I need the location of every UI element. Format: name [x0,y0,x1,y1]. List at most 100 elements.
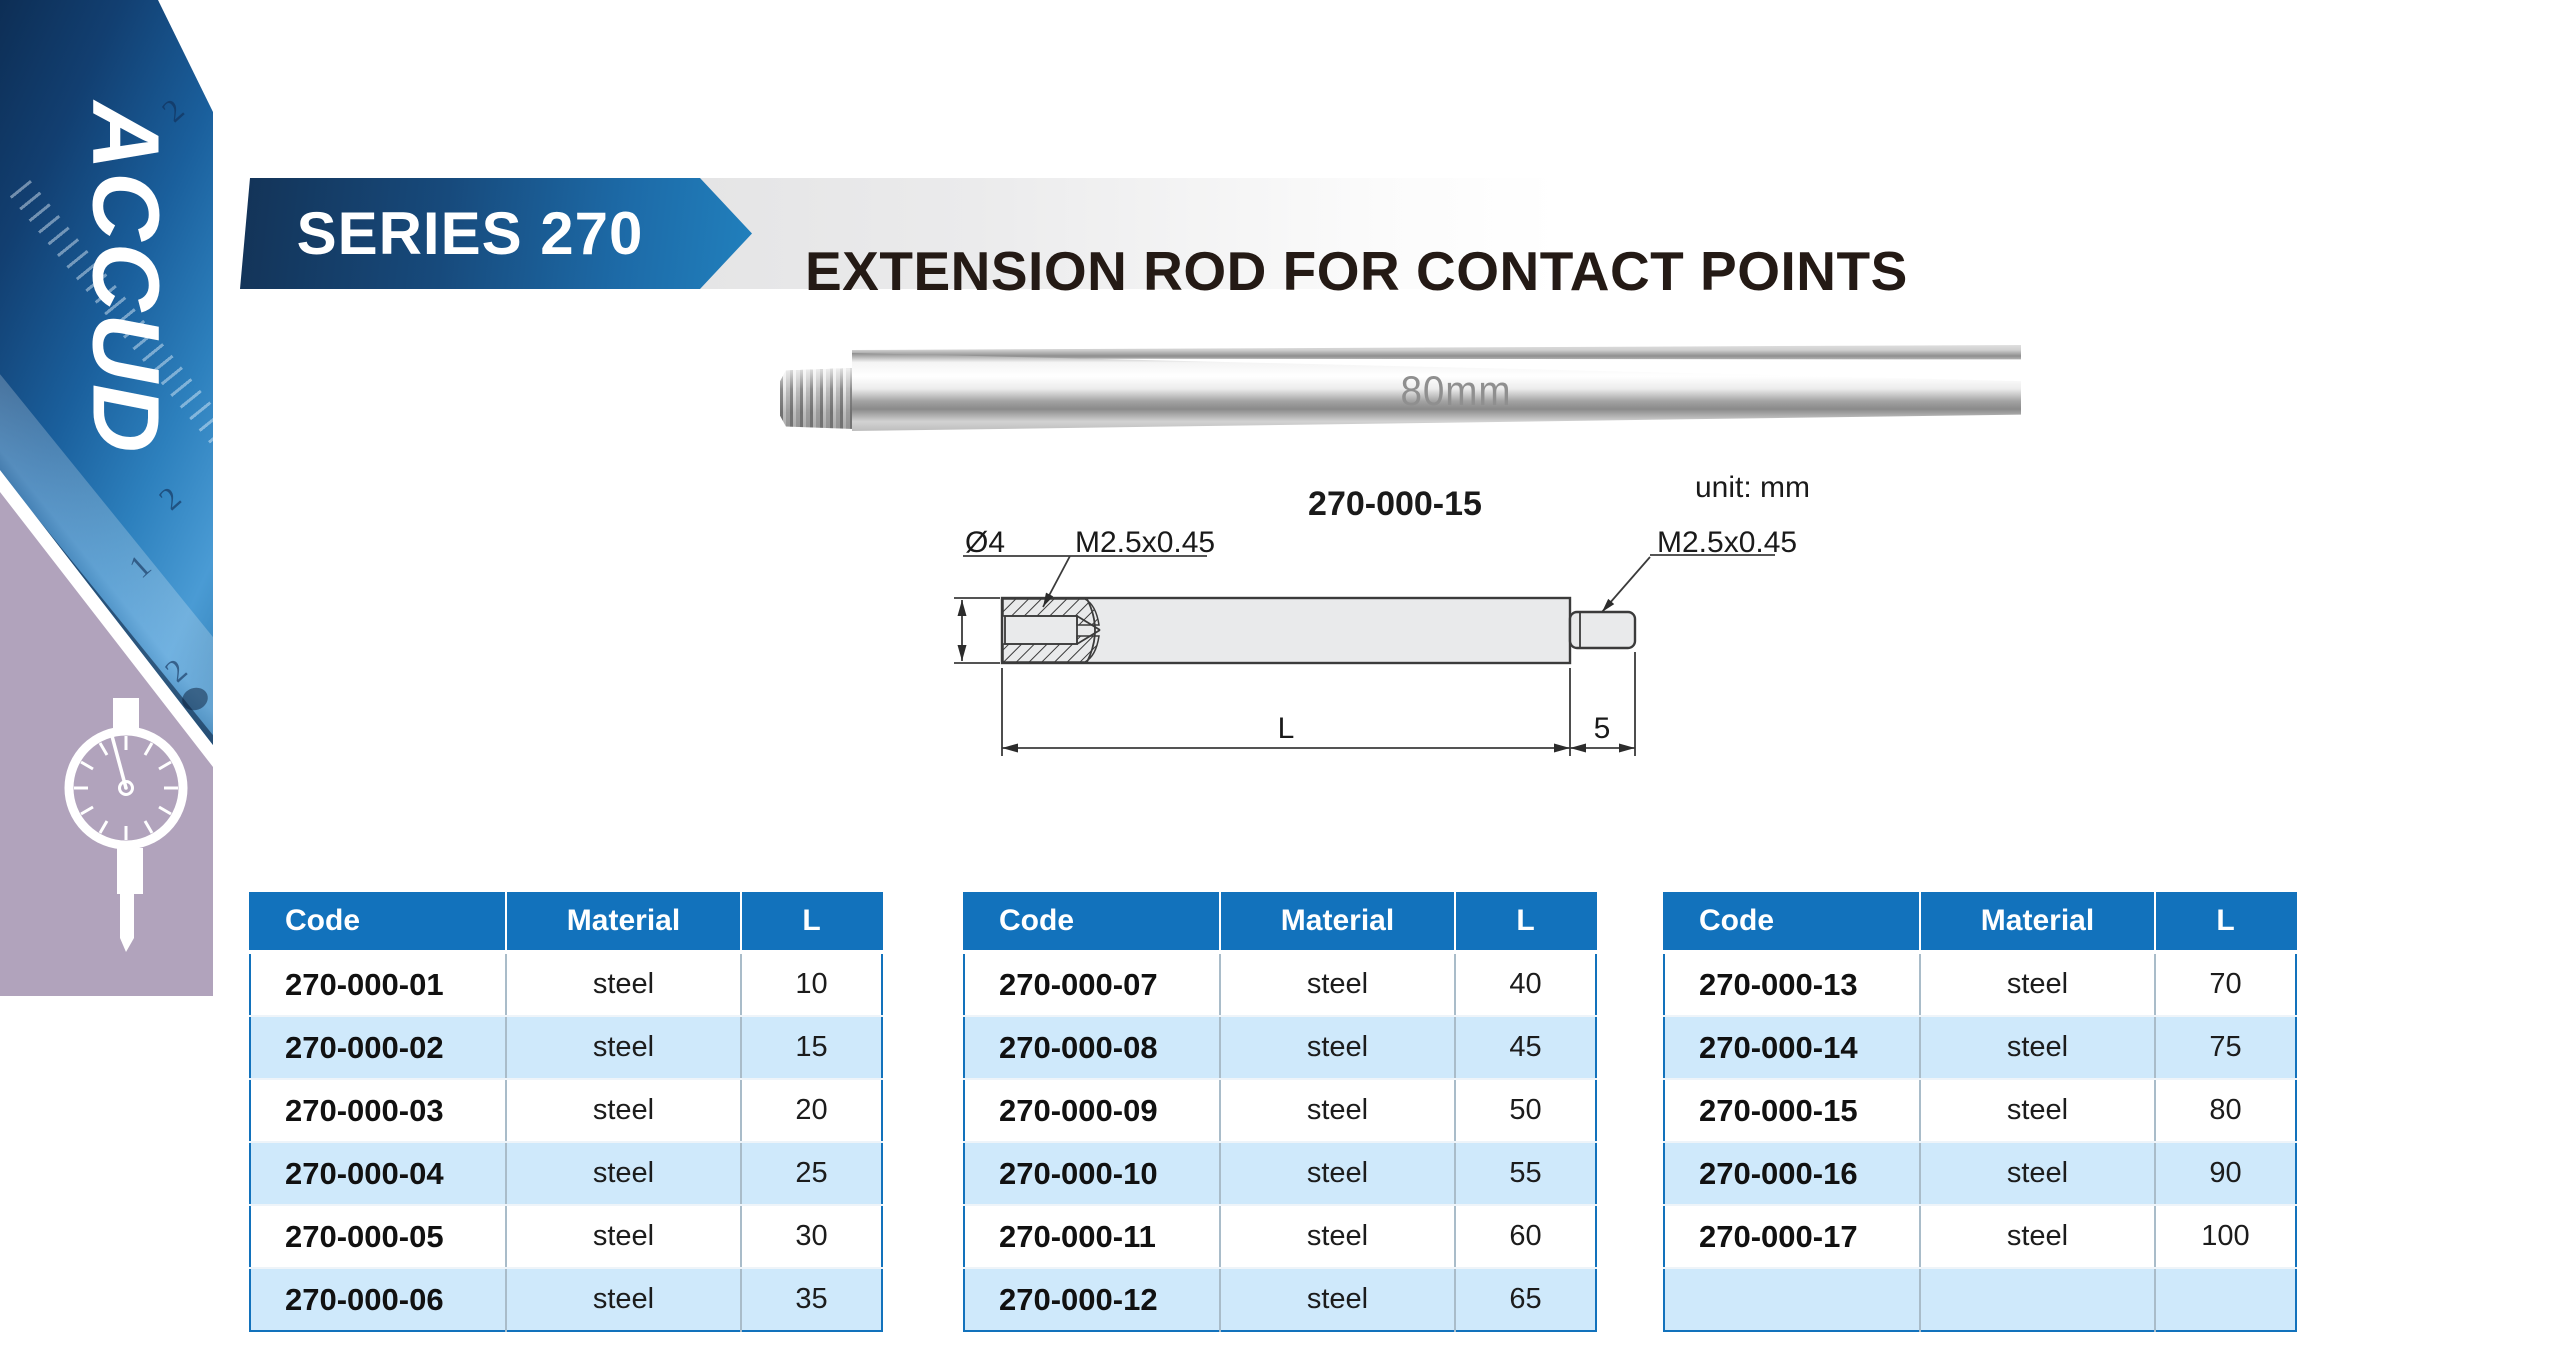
cell-code: 270-000-14 [1664,1016,1921,1080]
header-row: Code Material L [964,892,1596,954]
cell-material: steel [1920,1205,2156,1269]
cell-length: 30 [741,1205,882,1269]
rod-section-outline [1000,596,1637,665]
cell-code: 270-000-12 [964,1268,1221,1331]
cell-material: steel [1220,1016,1456,1080]
column-header-code: Code [250,892,507,954]
cell-length: 70 [2155,952,2296,1017]
cell-length: 60 [1455,1205,1596,1269]
table-row: 270-000-07 steel 40 [964,952,1596,1017]
cell-length: 35 [741,1268,882,1331]
cell-material: steel [1220,1079,1456,1143]
column-header-l: L [2155,892,2296,954]
cell-code: 270-000-11 [964,1205,1221,1269]
rod-engraving: 80mm [1400,367,1512,414]
cell-length: 50 [1455,1079,1596,1143]
table-row [1664,1268,2296,1331]
cell-material: steel [506,1079,742,1143]
cell-material: steel [506,1205,742,1269]
column-header-code: Code [964,892,1221,954]
table-row: 270-000-14 steel 75 [1664,1016,2296,1080]
rod-thread-end [780,368,854,429]
drawing-thread-label-right: M2.5x0.45 [1657,526,1797,559]
table-row: 270-000-17 steel 100 [1664,1205,2296,1269]
column-header-material: Material [1220,892,1456,954]
cell-code: 270-000-04 [250,1142,507,1206]
series-label: SERIES 270 [296,200,644,267]
ruler-numeral: 2 [151,479,188,517]
dimension-lines [954,554,1775,756]
cell-code: 270-000-08 [964,1016,1221,1080]
column-header-l: L [741,892,882,954]
cell-material: steel [1220,1268,1456,1331]
table-row: 270-000-04 steel 25 [250,1142,882,1206]
banner-gray-strip [660,178,1560,289]
cell-code: 270-000-15 [1664,1079,1921,1143]
cell-length: 20 [741,1079,882,1143]
table-row: 270-000-11 steel 60 [964,1205,1596,1269]
drawing-tip-length-label: 5 [1594,712,1611,745]
table-row: 270-000-01 steel 10 [250,952,882,1017]
dial-indicator-icon [64,698,188,952]
column-header-l: L [1455,892,1596,954]
table-row: 270-000-03 steel 20 [250,1079,882,1143]
table-row: 270-000-10 steel 55 [964,1142,1596,1206]
column-header-material: Material [506,892,742,954]
brand-logo: ACCUD [72,101,179,455]
cell-length: 25 [741,1142,882,1206]
cell-code: 270-000-06 [250,1268,507,1331]
table-row: 270-000-13 steel 70 [1664,952,2296,1017]
cell-material: steel [1920,1142,2156,1206]
drawing-length-label: L [1278,712,1295,745]
cell-code: 270-000-05 [250,1205,507,1269]
spec-table: Code Material L 270-000-07 steel 40 270-000-08… [963,892,1597,1332]
table-row: 270-000-02 steel 15 [250,1016,882,1080]
cell-material: steel [1220,952,1456,1017]
cell-material: steel [1920,1016,2156,1080]
technical-drawing: 270-000-15 unit: mm Ø4 M2.5x0.45 M2.5x0.… [954,471,1810,756]
drawing-diameter-label: Ø4 [965,526,1005,559]
table-row: 270-000-08 steel 45 [964,1016,1596,1080]
cell-material: steel [1220,1205,1456,1269]
page-title: EXTENSION ROD FOR CONTACT POINTS [805,239,1908,302]
cell-code: 270-000-01 [250,952,507,1017]
cell-material: steel [1220,1142,1456,1206]
table-row: 270-000-12 steel 65 [964,1268,1596,1331]
cell-length: 40 [1455,952,1596,1017]
cell-code: 270-000-16 [1664,1142,1921,1206]
cell-length: 90 [2155,1142,2296,1206]
cell-length: 65 [1455,1268,1596,1331]
drawing-part-label: 270-000-15 [1308,485,1482,523]
cell-material [1920,1268,2156,1331]
cell-length: 45 [1455,1016,1596,1080]
header-row: Code Material L [1664,892,2296,954]
drawing-thread-label-left: M2.5x0.45 [1075,526,1215,559]
cell-length: 75 [2155,1016,2296,1080]
column-header-code: Code [1664,892,1921,954]
cell-length: 10 [741,952,882,1017]
cell-length: 100 [2155,1205,2296,1269]
drawing-unit-label: unit: mm [1695,471,1810,504]
cell-material: steel [506,1268,742,1331]
cell-length: 80 [2155,1079,2296,1143]
cell-material: steel [506,952,742,1017]
cell-length [2155,1268,2296,1331]
cell-material: steel [1920,952,2156,1017]
header-row: Code Material L [250,892,882,954]
cell-material: steel [1920,1079,2156,1143]
cell-code [1664,1268,1921,1331]
cell-code: 270-000-13 [1664,952,1921,1017]
column-header-material: Material [1920,892,2156,954]
cell-material: steel [506,1016,742,1080]
cell-material: steel [506,1142,742,1206]
cell-length: 15 [741,1016,882,1080]
cell-code: 270-000-09 [964,1079,1221,1143]
cell-code: 270-000-17 [1664,1205,1921,1269]
cell-length: 55 [1455,1142,1596,1206]
sidebar-brand-panel: 2 2 1 2 ACCUD [0,0,213,996]
table-row: 270-000-05 steel 30 [250,1205,882,1269]
cell-code: 270-000-03 [250,1079,507,1143]
table-row: 270-000-16 steel 90 [1664,1142,2296,1206]
table-row: 270-000-06 steel 35 [250,1268,882,1331]
